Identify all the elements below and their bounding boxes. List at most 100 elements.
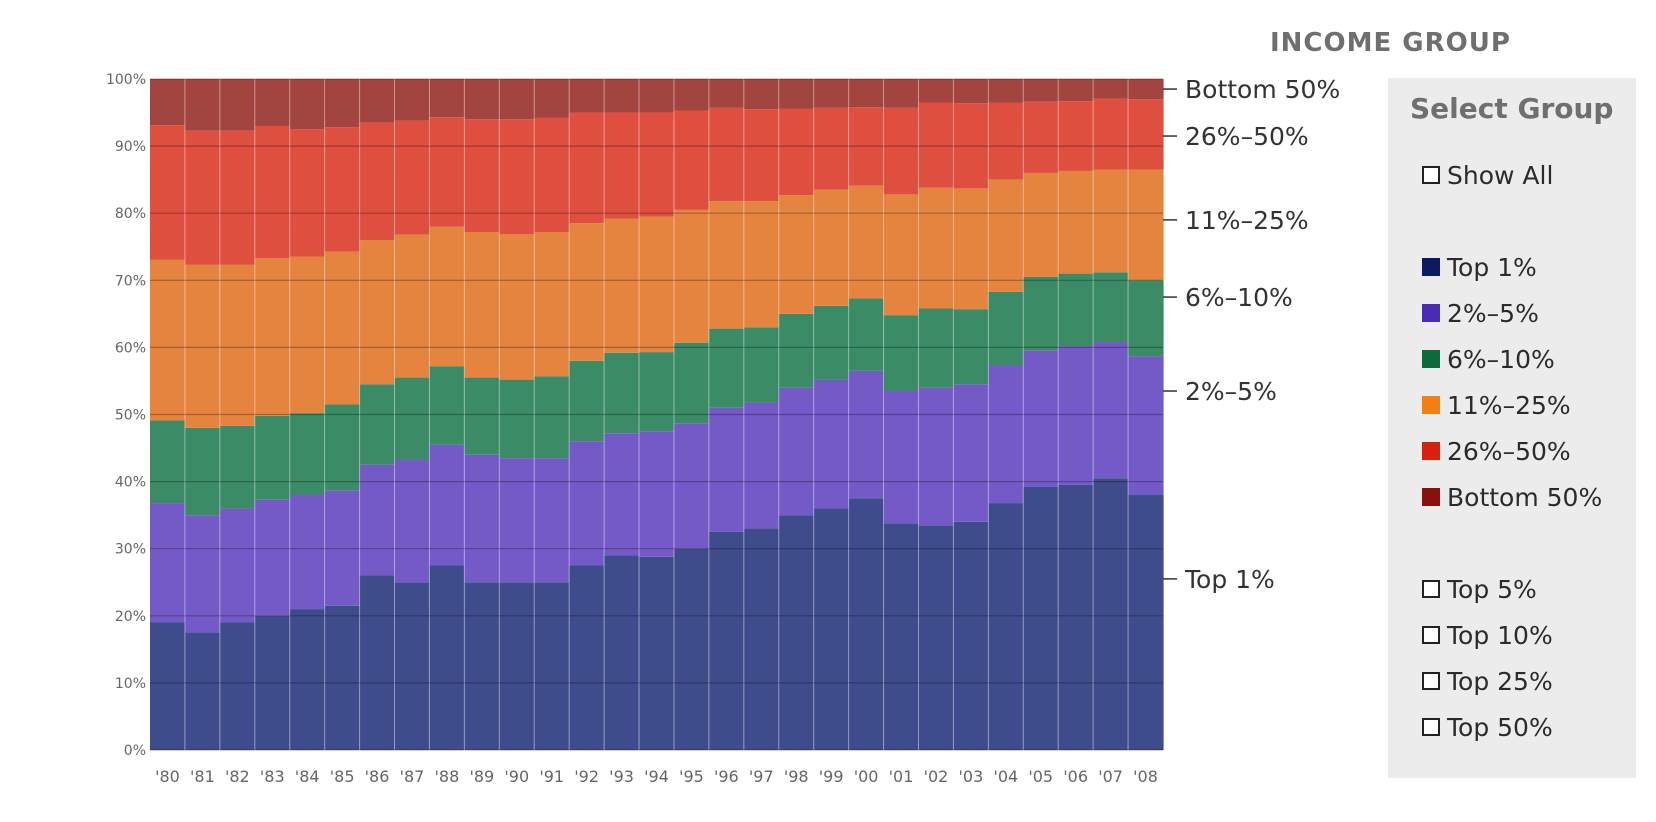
area-segment (499, 79, 535, 120)
area-segment (394, 582, 431, 750)
area-segment (429, 79, 465, 118)
x-tick-label: '02 (924, 767, 949, 786)
area-segment (743, 327, 780, 403)
area-segment (534, 117, 570, 232)
area-segment (743, 201, 780, 328)
area-segment (778, 79, 815, 109)
x-tick-label: '04 (993, 767, 1018, 786)
checkbox-icon[interactable] (1422, 580, 1440, 598)
x-tick-label: '84 (295, 767, 320, 786)
area-segment (219, 264, 256, 426)
area-segment (150, 503, 186, 623)
area-segment (604, 218, 640, 353)
group-label: 2%–5% (1447, 298, 1539, 328)
area-segment (848, 79, 885, 108)
area-segment (254, 125, 291, 259)
area-segment (219, 79, 256, 131)
x-tick-label: '89 (469, 767, 494, 786)
area-segment (254, 79, 291, 126)
group-2-5[interactable]: 2%–5% (1422, 298, 1539, 328)
y-tick-label: 20% (115, 609, 146, 625)
area-segment (324, 79, 361, 128)
area-segment (254, 415, 291, 500)
area-segment (464, 119, 500, 232)
checkbox-icon[interactable] (1422, 718, 1440, 736)
area-segment (324, 490, 361, 606)
swatch-icon (1422, 258, 1440, 276)
group-6-10[interactable]: 6%–10% (1422, 344, 1555, 374)
area-segment (359, 464, 396, 576)
cumulative-label: Top 5% (1447, 574, 1537, 604)
checkbox-icon[interactable] (1422, 672, 1440, 690)
panel-title: Select Group (1410, 92, 1614, 125)
area-segment (848, 298, 885, 371)
area-segment (708, 328, 745, 408)
area-segment (429, 565, 465, 750)
top-25-checkbox[interactable]: Top 25% (1422, 666, 1553, 696)
area-segment (988, 503, 1024, 750)
swatch-icon (1422, 442, 1440, 460)
band-label: Bottom 50% (1185, 75, 1340, 104)
x-tick-label: '93 (609, 767, 634, 786)
x-tick-label: '97 (749, 767, 774, 786)
area-segment (359, 575, 396, 750)
area-segment (988, 79, 1024, 103)
area-segment (883, 107, 920, 195)
x-tick-label: '03 (958, 767, 983, 786)
y-tick-label: 40% (115, 475, 146, 491)
x-tick-label: '00 (854, 767, 879, 786)
area-segment (918, 102, 955, 188)
area-segment (883, 194, 920, 316)
area-segment (953, 309, 989, 385)
checkbox-icon[interactable] (1422, 626, 1440, 644)
area-segment (464, 79, 500, 120)
area-segment (499, 458, 535, 583)
area-segment (1128, 495, 1164, 750)
top-50-checkbox[interactable]: Top 50% (1422, 712, 1553, 742)
area-segment (918, 525, 955, 750)
area-segment (324, 127, 361, 252)
area-segment (184, 427, 221, 516)
area-segment (1058, 79, 1094, 102)
x-tick-label: '83 (260, 767, 285, 786)
area-segment (429, 117, 465, 227)
x-tick-label: '92 (574, 767, 599, 786)
group-bottom-50[interactable]: Bottom 50% (1422, 482, 1602, 512)
area-segment (1023, 79, 1059, 102)
show-all-checkbox[interactable]: Show All (1422, 160, 1553, 190)
area-segment (988, 102, 1024, 180)
area-segment (778, 108, 815, 196)
cumulative-label: Top 50% (1447, 712, 1553, 742)
area-segment (848, 107, 885, 186)
show-all-label: Show All (1447, 160, 1554, 190)
x-tick-label: '81 (190, 767, 215, 786)
area-segment (499, 119, 535, 235)
y-tick-label: 60% (115, 340, 146, 356)
checkbox-icon[interactable] (1422, 166, 1440, 184)
area-segment (883, 391, 920, 524)
area-segment (429, 226, 465, 367)
group-top-1[interactable]: Top 1% (1422, 252, 1537, 282)
area-segment (394, 120, 431, 235)
top-10-checkbox[interactable]: Top 10% (1422, 620, 1553, 650)
area-segment (394, 79, 431, 121)
area-segment (743, 402, 780, 529)
area-segment (1128, 280, 1164, 357)
area-segment (639, 79, 675, 113)
group-label: Top 1% (1447, 252, 1537, 282)
area-segment (289, 129, 326, 257)
area-segment (289, 495, 326, 610)
area-segment (429, 366, 465, 445)
group-11-25[interactable]: 11%–25% (1422, 390, 1571, 420)
group-26-50[interactable]: 26%–50% (1422, 436, 1571, 466)
area-segment (639, 431, 675, 557)
cumulative-label: Top 10% (1447, 620, 1553, 650)
x-tick-label: '07 (1098, 767, 1123, 786)
area-segment (673, 79, 710, 111)
x-tick-label: '86 (365, 767, 390, 786)
area-segment (1093, 79, 1129, 99)
area-segment (743, 79, 780, 110)
area-segment (1093, 342, 1129, 479)
top-5-checkbox[interactable]: Top 5% (1422, 574, 1537, 604)
area-segment (1093, 169, 1129, 273)
